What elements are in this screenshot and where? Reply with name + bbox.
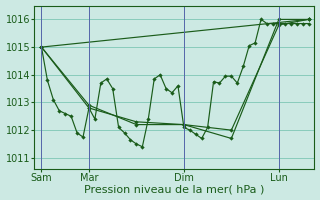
X-axis label: Pression niveau de la mer( hPa ): Pression niveau de la mer( hPa ) xyxy=(84,184,265,194)
